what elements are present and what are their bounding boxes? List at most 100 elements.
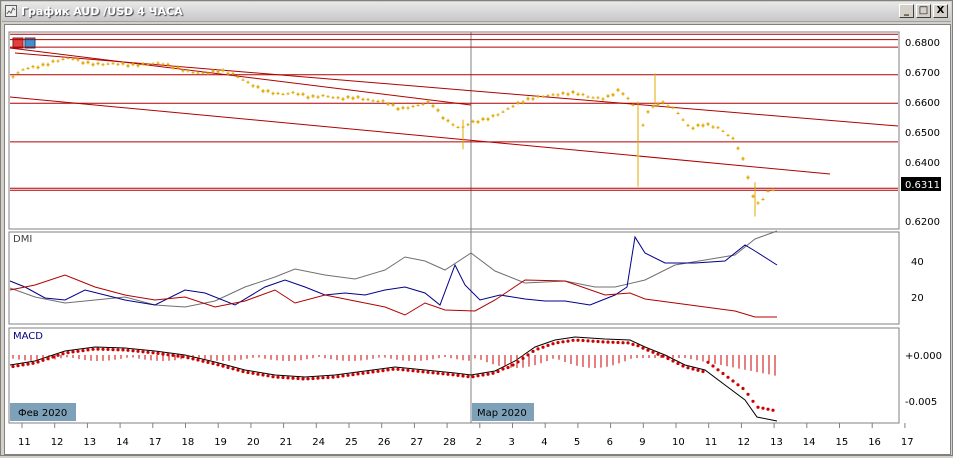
dmi-lines [9, 230, 778, 318]
signal-dot [546, 343, 550, 347]
month-label-bg [10, 403, 76, 421]
window-title: График AUD /USD 4 ЧАСА [21, 5, 183, 18]
signal-dot [576, 338, 580, 342]
candle-body [241, 79, 245, 81]
title-bar[interactable]: График AUD /USD 4 ЧАСА _ □ X [2, 2, 951, 22]
signal-dot [581, 338, 585, 343]
signal-dot [591, 339, 595, 343]
signal-dot [251, 371, 255, 375]
signal-dot [261, 373, 265, 377]
candle-body [736, 147, 740, 150]
date-axis-label: 27 [410, 437, 423, 448]
date-axis-label: 26 [378, 437, 391, 448]
signal-dot [481, 373, 485, 377]
candle-body [696, 124, 700, 127]
signal-dot [301, 377, 305, 381]
blue-toggle-icon[interactable] [24, 37, 36, 49]
signal-dot [671, 359, 675, 363]
candle-body [71, 58, 75, 60]
signal-dot [56, 353, 60, 357]
candle-body [361, 98, 365, 100]
signal-dot [426, 370, 430, 374]
trend-line [9, 47, 472, 106]
maximize-button[interactable]: □ [916, 4, 931, 18]
signal-dot [201, 359, 205, 363]
date-axis-label: 2 [476, 437, 482, 448]
signal-dot [346, 373, 350, 377]
candle-body [326, 96, 330, 98]
candle-body [221, 69, 225, 72]
candle-body [21, 69, 25, 71]
candle-body [291, 92, 295, 93]
signal-dot [36, 360, 40, 364]
candle-body [656, 103, 660, 106]
candle-body [246, 81, 250, 83]
signal-dot [561, 340, 565, 344]
red-toggle-icon[interactable] [12, 37, 24, 49]
candle-body [466, 124, 470, 126]
candle-body [56, 60, 60, 62]
candle-body [471, 120, 475, 123]
signal-dot [731, 379, 735, 383]
signal-dot [86, 348, 90, 352]
signal-dot [171, 353, 175, 357]
date-axis-label: 19 [214, 437, 227, 448]
close-button[interactable]: X [933, 4, 948, 18]
signal-dot [191, 357, 195, 361]
chart-area[interactable]: DMI MACD 0.6800 0.6700 0.6600 0.6500 0.6… [4, 24, 951, 455]
candle-body [431, 105, 435, 107]
candle-body [11, 76, 15, 78]
signal-dot [606, 340, 610, 344]
signal-dot [66, 351, 70, 355]
candle-body [111, 63, 115, 65]
dmi-axis-label: 40 [911, 257, 924, 268]
candle-body [686, 125, 690, 126]
candle-body [691, 127, 695, 129]
minimize-button[interactable]: _ [899, 4, 914, 18]
candle-body [256, 86, 260, 88]
candle-body [581, 94, 585, 96]
candle-body [496, 114, 500, 116]
signal-dot [496, 369, 500, 374]
candle-body [296, 93, 300, 95]
chart-svg[interactable]: DMI MACD 0.6800 0.6700 0.6600 0.6500 0.6… [5, 25, 950, 454]
signal-dot [281, 375, 285, 380]
candle-body [706, 123, 710, 125]
signal-dot [51, 355, 55, 359]
signal-dot [176, 354, 180, 358]
signal-dot [686, 366, 690, 370]
signal-dot [641, 346, 645, 350]
candle-body [721, 130, 725, 132]
candle-body [156, 62, 160, 64]
date-axis-label: 12 [737, 437, 750, 448]
price-panel[interactable] [8, 31, 900, 230]
signal-dot [751, 399, 755, 403]
candle-body [136, 64, 140, 67]
signal-dot [466, 375, 470, 379]
signal-dot [216, 363, 220, 367]
candle-body [611, 93, 615, 96]
signal-dot [331, 375, 335, 379]
dmi-panel[interactable] [8, 231, 900, 325]
candle-body [121, 63, 125, 65]
candle-body [516, 102, 520, 104]
date-axis-label: 11 [18, 437, 31, 448]
candle-body [511, 105, 515, 107]
signal-dot [311, 376, 315, 381]
signal-dot [31, 361, 35, 365]
signal-dot [151, 351, 155, 355]
signal-dot [371, 370, 375, 374]
signal-dot [106, 347, 110, 351]
signal-dot [511, 363, 515, 367]
signal-dot [621, 341, 625, 345]
candle-body [566, 93, 570, 96]
candle-body [366, 99, 370, 101]
candle-body [536, 95, 540, 98]
signal-dot [316, 376, 320, 380]
candle-body [141, 63, 145, 65]
candle-body [81, 62, 85, 64]
candle-body [576, 93, 580, 96]
signal-dot [141, 350, 145, 354]
candle-body [196, 72, 200, 74]
signal-dot [726, 375, 730, 379]
